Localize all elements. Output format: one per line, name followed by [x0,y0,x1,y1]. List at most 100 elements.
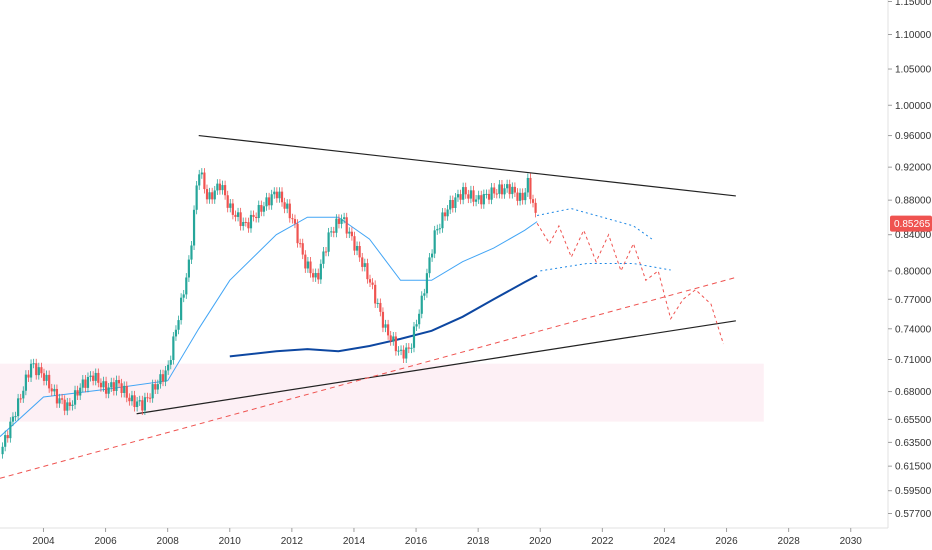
candle-body [306,261,310,269]
candle-body [418,313,421,325]
x-tick-label: 2028 [778,536,801,547]
candle-body [361,257,364,267]
candle-body [415,324,418,327]
candle-body [337,218,341,224]
candle-body [255,216,258,219]
candle-body [291,218,294,220]
candle-body [301,243,304,255]
candle-body [242,221,245,227]
candle-body [487,193,491,200]
candle-body [384,324,387,328]
candle-body [286,203,289,209]
candle-body [430,253,434,258]
candle-body [407,347,410,349]
candle-body [11,416,15,422]
candle-body [524,192,527,201]
candle-body [73,390,77,405]
trendline-2 [136,320,736,415]
candle-body [236,212,240,217]
candle-body [29,363,33,378]
candle-body [399,349,403,351]
candle-body [273,191,276,195]
candle-body [319,263,322,280]
candle-body [244,221,247,223]
candle-body [474,199,478,202]
candle-body [205,189,209,200]
candle-body [66,402,69,411]
candle-body [86,376,90,388]
candle-body [1,446,4,455]
candle-body [60,398,64,400]
candle-body [531,199,535,203]
candle-body [48,374,51,389]
candle-body [387,324,390,336]
x-tick-label: 2010 [219,536,242,547]
candle-body [350,231,353,237]
projection-path-1 [536,223,724,345]
candle-body [203,172,206,190]
candle-body [534,202,537,213]
candle-body [270,194,273,206]
candle-body [343,217,346,219]
candle-body [482,194,485,205]
candle-body [508,184,511,195]
candle-body [185,277,188,295]
candle-body [24,374,27,391]
candle-body [371,282,374,285]
candle-body [309,261,312,274]
candle-body [221,185,224,191]
candle-body [239,212,242,227]
candle-body [394,336,397,352]
candle-body [120,383,123,393]
candle-body [218,183,222,191]
candle-body [4,435,7,447]
candle-body [216,183,219,191]
candle-body [81,379,84,388]
candle-body [521,192,524,201]
candle-body [314,272,317,278]
last-price-box [890,215,932,232]
candle-body [265,197,268,207]
y-tick-label: 0.84000 [895,230,932,241]
candle-body [195,185,198,210]
candle-body [42,373,46,381]
candle-body [402,349,405,359]
candle-body [143,397,146,411]
candle-body [182,294,185,298]
candle-body [374,284,377,304]
candle-body [332,231,335,233]
candle-body [58,398,61,404]
candle-body [389,335,392,342]
moving-average-1 [229,274,538,358]
candle-body [379,302,382,312]
candle-body [148,397,152,399]
projection-layer [536,208,724,345]
candle-body [324,251,328,253]
candle-body [234,214,237,217]
moving-average-layer [0,216,538,437]
candle-body [167,364,170,371]
candle-body [467,194,470,199]
candle-body [192,209,196,246]
candle-body [40,367,43,374]
support-zone [0,363,764,422]
candle-body [190,245,193,260]
candle-body [464,187,467,195]
candle-body [493,187,496,194]
candle-body [247,222,250,229]
x-tick-label: 2008 [157,536,180,547]
candle-body [136,401,139,408]
candle-body [84,379,87,388]
y-tick-label: 1.15000 [895,0,932,8]
y-tick-label: 0.57700 [895,509,932,520]
candle-body [397,350,400,352]
candle-body [252,214,255,217]
candlestick-layer [1,168,537,459]
x-tick-label: 2018 [467,536,490,547]
candle-body [304,254,307,269]
candle-body [141,400,144,411]
candle-body [283,202,286,209]
candle-body [462,187,465,200]
candle-body [226,195,229,208]
